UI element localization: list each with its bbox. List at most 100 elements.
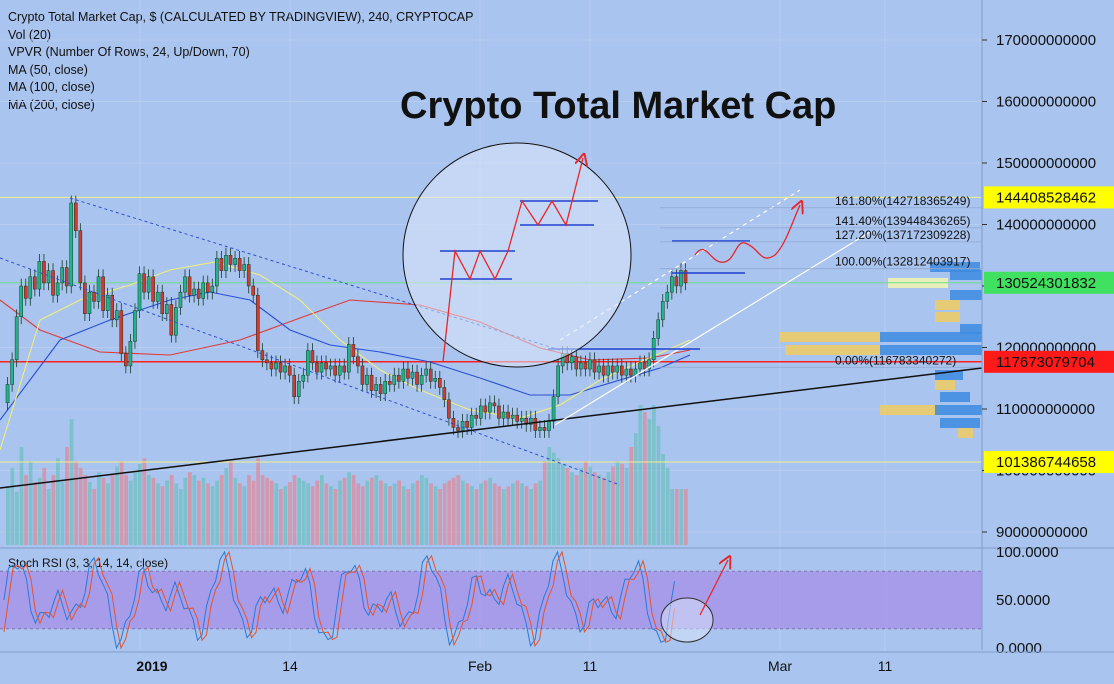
candle[interactable] (137, 273, 142, 311)
candle[interactable] (474, 414, 478, 419)
candle[interactable] (460, 421, 465, 431)
candle[interactable] (647, 359, 651, 370)
candle[interactable] (428, 368, 433, 382)
candle[interactable] (337, 365, 342, 376)
candle[interactable] (533, 417, 538, 431)
candle[interactable] (583, 362, 588, 370)
candle[interactable] (315, 362, 319, 373)
price-label-box[interactable] (984, 350, 1114, 373)
candle[interactable] (433, 378, 438, 382)
candle[interactable] (301, 374, 306, 382)
candle[interactable] (269, 362, 274, 370)
candle[interactable] (369, 374, 374, 391)
candle[interactable] (14, 316, 19, 361)
candle[interactable] (424, 368, 428, 376)
candle[interactable] (60, 267, 64, 284)
candle[interactable] (306, 350, 310, 376)
candle[interactable] (283, 365, 287, 373)
candle[interactable] (365, 374, 369, 385)
candle[interactable] (515, 414, 519, 422)
candle[interactable] (55, 282, 60, 296)
candle[interactable] (633, 368, 638, 376)
stoch-rsi-label[interactable]: Stoch RSI (3, 3, 14, 14, close) (8, 556, 169, 570)
candle[interactable] (665, 291, 670, 302)
candle[interactable] (638, 362, 642, 370)
candle[interactable] (146, 276, 151, 293)
candle[interactable] (183, 276, 187, 293)
candle[interactable] (519, 417, 524, 422)
chart-header-title[interactable]: Crypto Total Market Cap, $ (CALCULATED B… (8, 10, 474, 24)
candle[interactable] (356, 356, 360, 367)
candle[interactable] (224, 255, 228, 271)
candle[interactable] (642, 362, 647, 370)
candle[interactable] (215, 258, 219, 287)
indicator-vol[interactable]: Vol (20) (8, 27, 52, 42)
indicator-ma100[interactable]: MA (100, close) (8, 80, 95, 94)
candle[interactable] (110, 294, 115, 321)
candle[interactable] (674, 276, 679, 287)
candle[interactable] (128, 341, 133, 367)
candle[interactable] (210, 285, 215, 293)
indicator-ma50[interactable]: MA (50, close) (8, 62, 88, 77)
candle[interactable] (492, 402, 497, 407)
candle[interactable] (292, 374, 296, 397)
candle[interactable] (397, 374, 401, 382)
candle[interactable] (246, 264, 251, 287)
candle[interactable] (5, 384, 10, 404)
candle[interactable] (679, 270, 683, 287)
candle[interactable] (42, 261, 46, 284)
candle[interactable] (28, 276, 33, 299)
candle[interactable] (278, 362, 283, 373)
candle[interactable] (192, 288, 196, 296)
candle[interactable] (383, 381, 387, 394)
candle[interactable] (142, 273, 146, 293)
candle[interactable] (83, 282, 87, 314)
candle[interactable] (242, 264, 246, 271)
candle[interactable] (615, 365, 620, 373)
candle[interactable] (438, 378, 442, 388)
candle[interactable] (392, 374, 397, 385)
candle[interactable] (296, 381, 301, 397)
candle[interactable] (333, 365, 337, 376)
candle[interactable] (46, 270, 51, 284)
candle[interactable] (78, 230, 83, 284)
candle[interactable] (205, 282, 210, 293)
candle[interactable] (387, 381, 392, 385)
candle[interactable] (151, 276, 155, 302)
indicator-vpvr[interactable]: VPVR (Number Of Rows, 24, Up/Down, 70) (8, 45, 250, 59)
candle[interactable] (92, 291, 96, 302)
candle[interactable] (160, 291, 165, 314)
candle[interactable] (119, 310, 124, 354)
candle[interactable] (256, 294, 260, 351)
candle[interactable] (69, 202, 74, 287)
candle[interactable] (506, 411, 510, 419)
candle[interactable] (510, 414, 515, 419)
candle[interactable] (187, 276, 192, 296)
candle[interactable] (19, 285, 23, 317)
candle[interactable] (360, 365, 365, 385)
candle[interactable] (606, 365, 610, 376)
candle[interactable] (105, 294, 110, 311)
candle[interactable] (265, 359, 269, 364)
price-label-box[interactable] (984, 271, 1114, 294)
candle[interactable] (406, 368, 410, 379)
candle[interactable] (10, 359, 14, 385)
candle[interactable] (456, 427, 460, 431)
candle[interactable] (378, 384, 383, 394)
candle[interactable] (488, 402, 492, 413)
candle[interactable] (542, 427, 547, 431)
candle[interactable] (610, 365, 615, 373)
candle[interactable] (547, 421, 551, 431)
candle[interactable] (124, 353, 128, 367)
candle[interactable] (196, 288, 201, 299)
candle[interactable] (660, 301, 665, 321)
candle[interactable] (96, 276, 101, 302)
candle[interactable] (497, 405, 501, 419)
candle[interactable] (165, 304, 169, 314)
candle[interactable] (23, 285, 28, 299)
candle[interactable] (469, 414, 474, 428)
candle[interactable] (233, 258, 237, 265)
candle[interactable] (478, 405, 483, 419)
candle[interactable] (629, 368, 633, 376)
